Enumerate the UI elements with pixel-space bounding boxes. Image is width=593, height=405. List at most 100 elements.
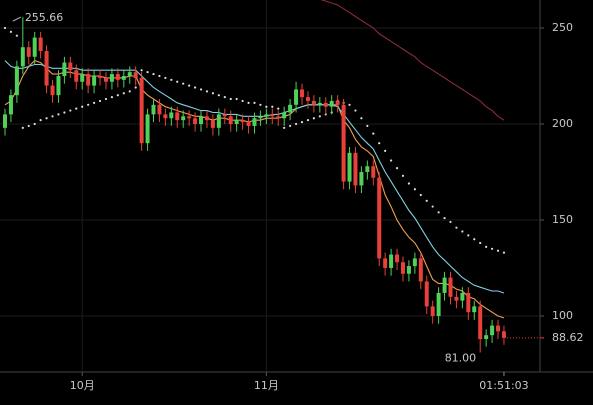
candle-body xyxy=(418,258,423,282)
sar-dot xyxy=(140,69,143,72)
sar-dot xyxy=(193,86,197,89)
sar-dot xyxy=(265,105,268,108)
sar-dot xyxy=(425,199,428,202)
candle-body xyxy=(210,120,215,128)
sar-dot xyxy=(289,124,292,128)
sar-dot xyxy=(188,84,191,87)
current-time: 01:51:03 xyxy=(479,379,528,392)
sar-dot xyxy=(366,124,369,128)
candle-body xyxy=(121,75,126,80)
candle-body xyxy=(484,335,489,340)
indicator-line xyxy=(4,59,505,319)
candle-body xyxy=(436,292,441,316)
candle-body xyxy=(472,306,477,313)
candle-body xyxy=(145,114,150,144)
sar-dot xyxy=(211,92,214,95)
candle-body xyxy=(347,152,352,182)
sar-dot xyxy=(294,122,298,126)
sar-dot xyxy=(247,101,250,104)
candle-body xyxy=(353,152,358,186)
sar-dot xyxy=(378,142,381,145)
candle-body xyxy=(294,89,299,105)
sar-dot xyxy=(27,124,30,128)
candle-body xyxy=(501,331,506,338)
sar-dot xyxy=(300,120,304,124)
candle-body xyxy=(412,258,417,267)
candle-body xyxy=(127,72,132,76)
candle-body xyxy=(323,102,328,107)
sar-dot xyxy=(277,107,280,110)
candle-body xyxy=(139,77,144,144)
sar-dot xyxy=(443,216,446,220)
sar-dot xyxy=(461,230,464,233)
sar-dot xyxy=(485,245,488,248)
candle-body xyxy=(193,118,198,124)
sar-dot xyxy=(205,90,209,93)
candle-body xyxy=(377,177,382,259)
candle-body xyxy=(175,112,180,121)
candle-body xyxy=(181,116,186,121)
sar-dot xyxy=(395,167,399,170)
candle-body xyxy=(80,74,85,82)
candle-body xyxy=(317,102,322,105)
sar-dot xyxy=(419,193,422,197)
candle-body xyxy=(359,171,364,186)
candle-body xyxy=(288,104,293,113)
sar-dot xyxy=(372,132,375,135)
sar-dot xyxy=(217,94,220,97)
candle-body xyxy=(365,166,370,172)
sar-dot xyxy=(128,90,131,93)
candle-body xyxy=(234,120,239,124)
candle-body xyxy=(3,114,7,128)
sar-dot xyxy=(496,249,500,252)
sar-dot xyxy=(69,109,72,112)
candle-body xyxy=(199,116,204,124)
candle-body xyxy=(92,75,97,86)
candle-body xyxy=(169,112,174,119)
sar-dot xyxy=(306,119,310,122)
candle-body xyxy=(329,100,334,107)
sar-dot xyxy=(98,99,102,103)
sar-dot xyxy=(39,119,42,122)
sar-dot xyxy=(490,247,494,250)
sar-dot xyxy=(253,101,256,104)
sar-dot xyxy=(437,211,440,214)
candle-body xyxy=(460,292,465,301)
candle-body xyxy=(157,104,162,115)
sar-dot xyxy=(93,101,96,104)
sar-dot xyxy=(455,226,458,229)
y-tick-label: 100 xyxy=(552,309,573,322)
candle-body xyxy=(20,47,25,67)
sar-dot xyxy=(45,117,48,120)
candle-body xyxy=(32,37,37,57)
sar-dot xyxy=(229,97,232,101)
sar-dot xyxy=(176,80,179,83)
candle-body xyxy=(311,100,316,105)
candle-body xyxy=(252,118,257,126)
candle-body xyxy=(270,114,275,117)
sar-dot xyxy=(122,92,125,95)
sar-dot xyxy=(164,76,167,80)
sar-dot xyxy=(116,94,119,97)
candle-body xyxy=(442,277,447,293)
candle-body xyxy=(103,77,108,82)
sar-dot xyxy=(390,159,393,162)
sar-dot xyxy=(360,117,363,120)
sar-dot xyxy=(502,251,506,254)
sar-dot xyxy=(21,126,24,129)
y-tick-label: 250 xyxy=(552,21,573,34)
candle-body xyxy=(109,74,114,82)
sar-dot xyxy=(33,122,36,126)
sar-dot xyxy=(152,72,155,76)
candle-body xyxy=(204,116,209,121)
sar-dot xyxy=(259,103,262,106)
sar-dot xyxy=(431,205,434,208)
sar-dot xyxy=(3,26,7,30)
candle-body xyxy=(400,262,405,274)
sar-dot xyxy=(235,97,238,101)
sar-dot xyxy=(51,115,54,118)
candle-body xyxy=(151,104,156,115)
sar-dot xyxy=(104,97,108,101)
sar-dot xyxy=(479,241,482,245)
